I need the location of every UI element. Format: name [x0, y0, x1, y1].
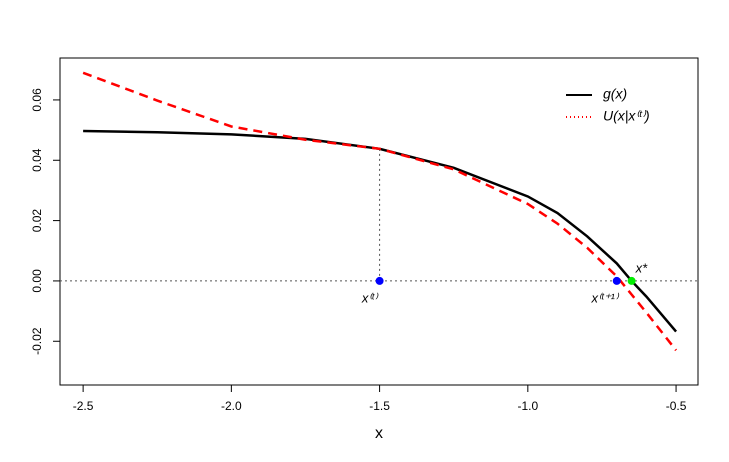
point [375, 276, 384, 285]
x-axis-label: x [375, 425, 383, 442]
x-tick-label: -2.5 [73, 399, 94, 413]
point-label: x⁽ᵗ⁾ [361, 290, 379, 305]
x-tick-label: -2.0 [221, 399, 242, 413]
y-tick-label: 0.00 [30, 269, 44, 293]
point [627, 276, 636, 285]
y-tick-label: 0.06 [30, 88, 44, 112]
y-tick-label: -0.02 [30, 327, 44, 355]
y-tick-label: 0.04 [30, 148, 44, 172]
point [612, 276, 621, 285]
point-label: x⁽ᵗ⁺¹⁾ [590, 290, 619, 305]
x-tick-label: -1.0 [517, 399, 538, 413]
y-tick-label: 0.02 [30, 209, 44, 233]
point-label: x* [635, 260, 649, 275]
plot-frame [59, 57, 699, 386]
legend-label: g(x) [603, 86, 627, 102]
legend-label: U(x|x⁽ᵗ⁾) [603, 108, 650, 124]
series-line [83, 129, 678, 333]
x-tick-label: -1.5 [369, 399, 390, 413]
series-line [82, 71, 678, 352]
x-tick-label: -0.5 [666, 399, 687, 413]
